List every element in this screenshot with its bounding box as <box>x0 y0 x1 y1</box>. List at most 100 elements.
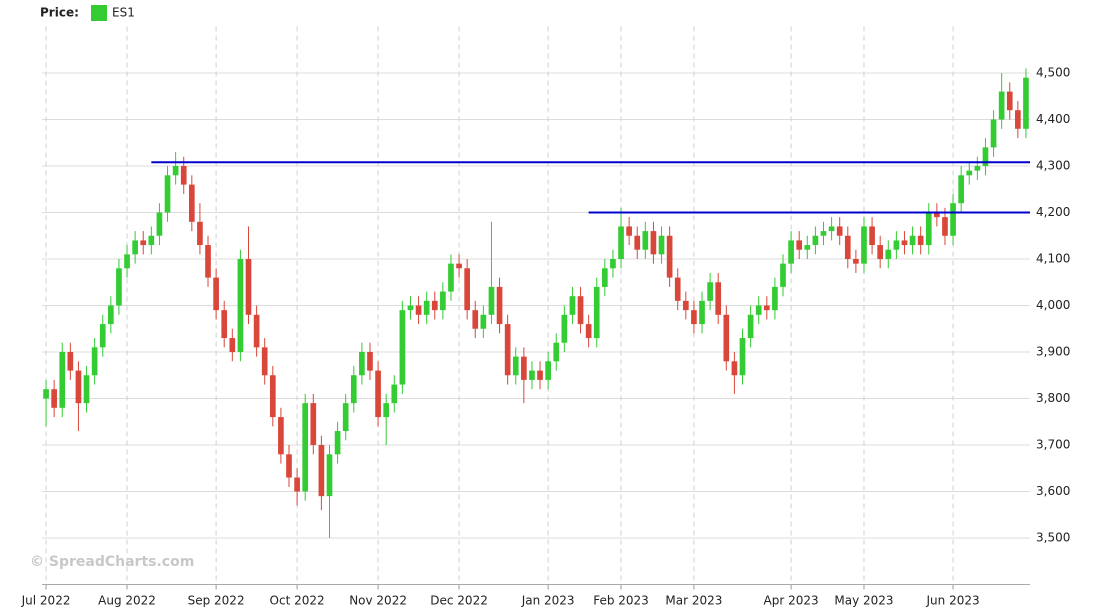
legend-label: Price: <box>40 6 79 20</box>
candle-body <box>67 352 74 371</box>
y-tick-label: 4,000 <box>1036 298 1070 312</box>
y-tick-label: 3,600 <box>1036 484 1070 498</box>
candle-body <box>431 300 438 311</box>
y-tick-label: 3,900 <box>1036 345 1070 359</box>
candle-body <box>205 245 211 278</box>
legend-entry: ES1 <box>112 6 135 20</box>
x-tick-label: Oct 2022 <box>270 594 325 608</box>
candle-body <box>699 300 705 325</box>
candle-body <box>853 259 859 264</box>
candle-body <box>91 347 98 376</box>
candle-body <box>399 310 406 385</box>
y-tick-label: 4,100 <box>1036 252 1070 266</box>
candle-body <box>156 212 163 236</box>
candle-body <box>99 324 106 348</box>
candle-body <box>197 221 203 246</box>
candle-body <box>537 370 543 380</box>
candle-body <box>456 263 462 269</box>
x-tick-label: Jan 2023 <box>521 594 575 608</box>
candle-body <box>269 375 276 418</box>
candle-body <box>342 403 349 432</box>
candle-body <box>885 249 892 259</box>
x-tick-label: Mar 2023 <box>665 594 722 608</box>
candle-body <box>448 263 454 292</box>
candle-body <box>893 240 900 250</box>
candle-body <box>844 235 851 259</box>
candle-body <box>618 226 624 259</box>
candle-body <box>75 370 82 404</box>
candle-body <box>488 286 495 315</box>
candle-body <box>43 389 49 399</box>
x-tick-label: Jun 2023 <box>926 594 980 608</box>
candle-body <box>593 286 600 339</box>
y-tick-label: 4,400 <box>1036 112 1070 126</box>
candle-body <box>294 477 300 492</box>
candle-body <box>602 268 608 287</box>
candle-body <box>723 314 730 362</box>
candle-body <box>682 300 689 311</box>
candle-body <box>521 356 527 380</box>
candle-body <box>367 352 373 371</box>
candle-body <box>974 166 981 171</box>
candle-body <box>359 352 365 376</box>
candle-body <box>780 263 786 287</box>
candle-body <box>51 389 57 408</box>
candle-body <box>164 175 171 213</box>
y-tick-label: 4,300 <box>1036 159 1070 173</box>
candle-body <box>950 203 956 236</box>
candle-body <box>626 226 632 236</box>
candle-body <box>180 166 187 185</box>
candle-body <box>763 305 770 311</box>
y-tick-label: 4,200 <box>1036 205 1070 219</box>
candle-body <box>836 226 843 236</box>
candle-body <box>820 231 827 236</box>
candle-body <box>472 310 479 329</box>
candle-body <box>585 324 592 339</box>
candle-body <box>861 226 867 264</box>
candle-body <box>407 305 414 311</box>
candle-body <box>1006 91 1013 111</box>
y-tick-label: 4,500 <box>1036 66 1070 80</box>
y-tick-label: 3,500 <box>1036 531 1070 545</box>
candle-body <box>610 259 616 269</box>
candle-body <box>375 370 381 418</box>
candle-body <box>108 305 114 325</box>
x-tick-label: Aug 2022 <box>98 594 156 608</box>
candle-body <box>796 240 803 250</box>
candle-body <box>278 417 284 455</box>
candle-body <box>116 268 122 306</box>
candle-body <box>966 170 973 176</box>
candle-body <box>998 91 1005 120</box>
candle-body <box>747 314 754 339</box>
candle-body <box>310 403 317 445</box>
candle-body <box>261 347 268 376</box>
x-tick-label: Dec 2022 <box>430 594 488 608</box>
candle-body <box>383 403 390 418</box>
candle-body <box>1023 77 1029 129</box>
candle-body <box>496 286 503 325</box>
candle-body <box>326 454 333 497</box>
x-tick-label: Apr 2023 <box>764 594 819 608</box>
x-tick-label: Sep 2022 <box>188 594 245 608</box>
candle-body <box>464 268 470 311</box>
candle-body <box>942 217 948 236</box>
candle-body <box>812 235 819 246</box>
candle-body <box>350 375 357 404</box>
candle-body <box>739 338 746 376</box>
candle-body <box>958 175 964 204</box>
candle-body <box>569 296 576 315</box>
candle-body <box>901 240 908 246</box>
x-tick-label: Feb 2023 <box>593 594 649 608</box>
candle-body <box>59 352 66 408</box>
candle-body <box>674 277 681 301</box>
candle-body <box>772 286 778 311</box>
candle-body <box>804 245 811 250</box>
candle-body <box>423 300 430 315</box>
candle-body <box>877 245 884 259</box>
candle-body <box>415 305 422 315</box>
candle-body <box>788 240 794 264</box>
candle-body <box>925 212 932 246</box>
candle-body <box>148 235 155 246</box>
y-tick-label: 3,800 <box>1036 391 1070 405</box>
candle-body <box>213 277 219 311</box>
